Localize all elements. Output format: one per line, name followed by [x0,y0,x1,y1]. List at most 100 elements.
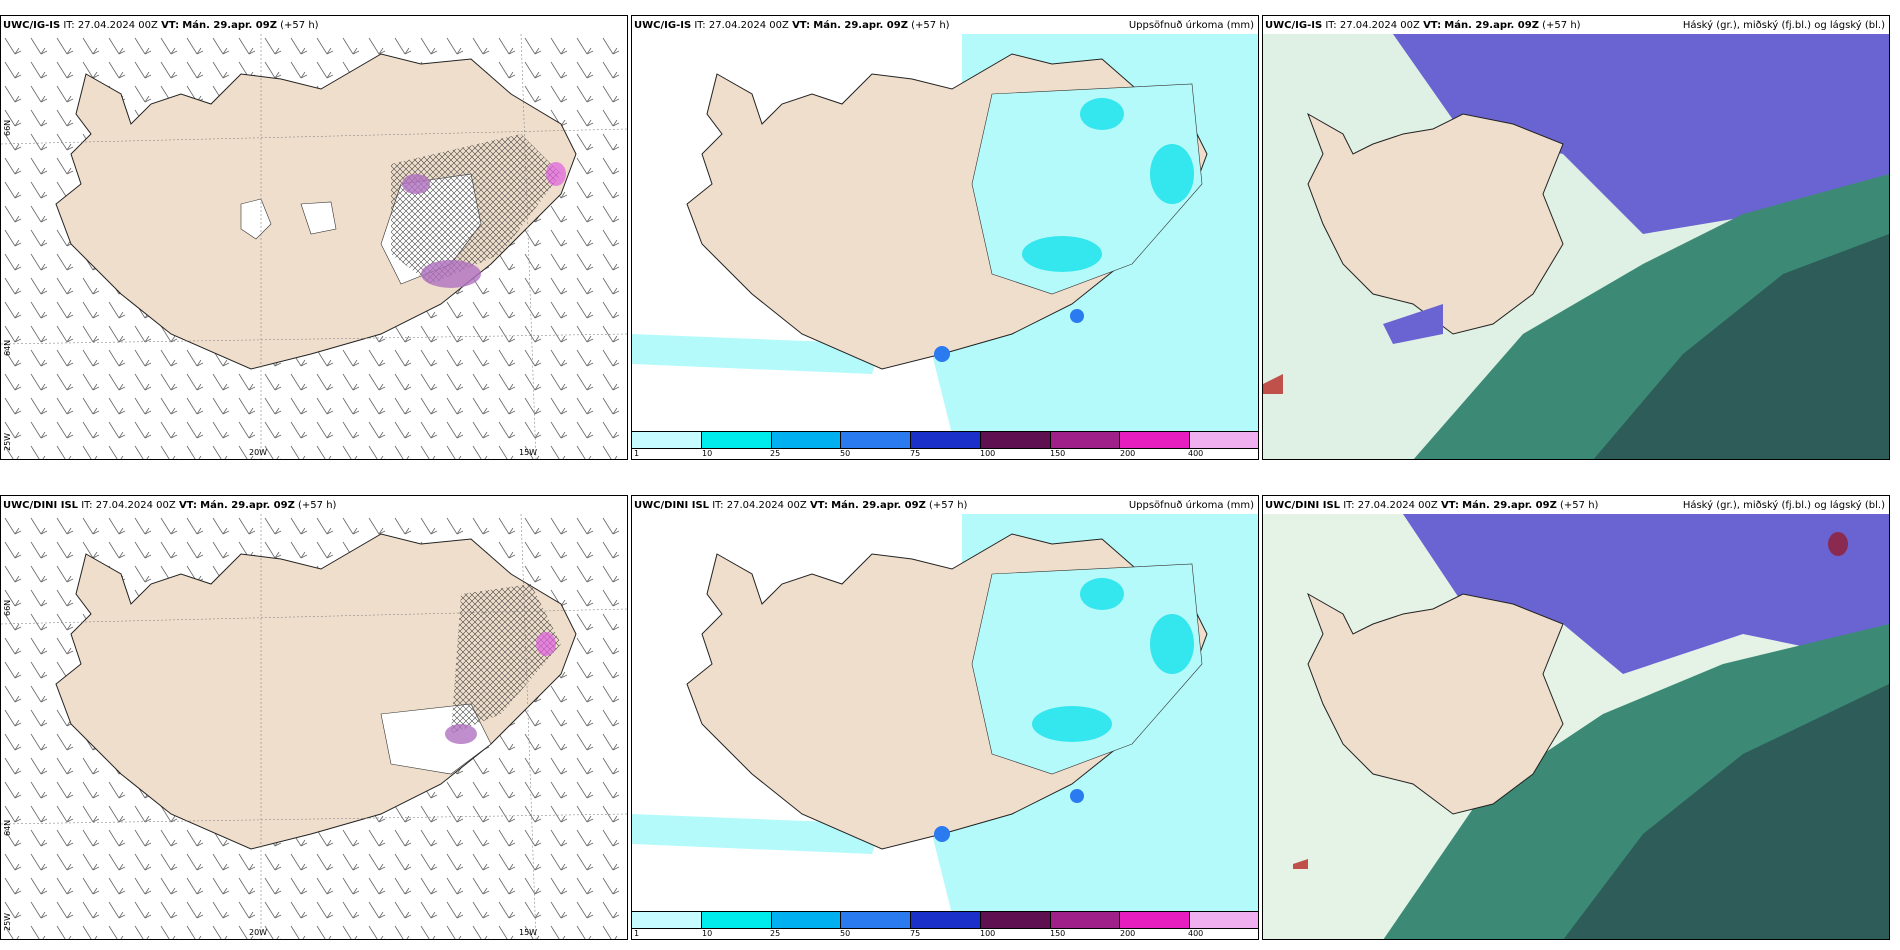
cloud-title: Háský (gr.), miðský (fj.bl.) og lágský (… [1682,20,1885,31]
colorbar-label: 400 [1188,929,1204,938]
colorbar [632,431,1258,449]
colorbar-label: 25 [770,449,781,458]
panel-header: UWC/IG-IS IT: 27.04.2024 00Z VT: Mán. 29… [3,19,623,33]
lat-label: 66N [3,599,12,616]
lat-label: 66N [3,119,12,136]
colorbar-label: 200 [1120,929,1136,938]
valid-time: Mán. 29.apr. 09Z [1462,500,1557,511]
colorbar-label: 150 [1050,929,1066,938]
colorbar-label: 10 [702,929,713,938]
lead-time: (+57 h) [929,500,968,511]
model-name: UWC/IG-IS [634,20,692,31]
precip-map-svg [632,514,1258,914]
valid-time-label: VT: [792,20,811,31]
cloud-low [1593,234,1889,459]
precip-map [632,34,1258,434]
panel-wind-row1: UWC/IG-IS IT: 27.04.2024 00Z VT: Mán. 29… [0,15,628,460]
colorbar-label: 75 [910,929,921,938]
panel-wind-row2: UWC/DINI ISL IT: 27.04.2024 00Z VT: Mán.… [0,495,628,940]
colorbar-label: 100 [980,449,996,458]
precip-title: Uppsöfnuð úrkoma (mm) [1128,20,1254,31]
colorbar-labels: 1 10 25 50 75 100 150 200 400 [632,929,1258,939]
cloud-map-svg [1263,514,1889,939]
panel-cloud-row2: UWC/DINI ISL IT: 27.04.2024 00Z VT: Mán.… [1262,495,1890,940]
init-time: IT: 27.04.2024 00Z [712,500,807,511]
precip-map [632,514,1258,914]
valid-time-label: VT: [161,20,180,31]
cloud-map-svg [1263,34,1889,459]
lon-label: 15W [519,928,538,937]
cloud-high [1403,514,1889,674]
lat-label: 64N [3,819,12,836]
valid-time: Mán. 29.apr. 09Z [831,500,926,511]
valid-time-label: VT: [1440,500,1459,511]
panel-header: UWC/IG-IS IT: 27.04.2024 00Z VT: Mán. 29… [1265,19,1885,33]
wind-map [1,34,627,459]
cloud-high [1393,34,1889,234]
init-time: IT: 27.04.2024 00Z [81,500,176,511]
lon-label: 20W [249,928,268,937]
colorbar-label: 25 [770,929,781,938]
model-name: UWC/DINI ISL [3,500,79,511]
init-time: IT: 27.04.2024 00Z [63,20,158,31]
snow-area [445,724,477,744]
panel-cloud-row1: UWC/IG-IS IT: 27.04.2024 00Z VT: Mán. 29… [1262,15,1890,460]
panel-header: UWC/IG-IS IT: 27.04.2024 00Z VT: Mán. 29… [634,19,1254,33]
colorbar-label: 50 [840,449,851,458]
iceland-land [1307,112,1564,335]
lon-label: 25W [3,432,12,451]
valid-time-label: VT: [178,500,197,511]
colorbar-label: 50 [840,929,851,938]
lon-label: 20W [249,448,268,457]
colorbar-label: 75 [910,449,921,458]
wind-map-svg [1,514,627,939]
valid-time: Mán. 29.apr. 09Z [200,500,295,511]
panel-header: UWC/DINI ISL IT: 27.04.2024 00Z VT: Mán.… [3,499,623,513]
model-name: UWC/DINI ISL [634,500,710,511]
lat-label: 64N [3,339,12,356]
lead-time: (+57 h) [1560,500,1599,511]
valid-time: Mán. 29.apr. 09Z [813,20,908,31]
colorbar [632,911,1258,929]
init-time: IT: 27.04.2024 00Z [1325,20,1420,31]
colorbar-label: 100 [980,929,996,938]
wind-map-svg [1,34,627,459]
precip-title: Uppsöfnuð úrkoma (mm) [1128,500,1254,511]
panel-header: UWC/DINI ISL IT: 27.04.2024 00Z VT: Mán.… [634,499,1254,513]
cloud-map [1263,34,1889,459]
snow-area [421,260,481,288]
valid-time-label: VT: [1423,20,1442,31]
colorbar-label: 200 [1120,449,1136,458]
panel-precip-row1: UWC/IG-IS IT: 27.04.2024 00Z VT: Mán. 29… [631,15,1259,460]
lead-time: (+57 h) [1542,20,1581,31]
lon-label: 15W [519,448,538,457]
colorbar-label: 150 [1050,449,1066,458]
cloud-low [1563,684,1889,939]
model-name: UWC/DINI ISL [1265,500,1341,511]
wind-map [1,514,627,939]
valid-time-label: VT: [809,500,828,511]
colorbar-label: 1 [634,449,640,458]
snow-hatch [451,584,561,734]
valid-time: Mán. 29.apr. 09Z [182,20,277,31]
init-time: IT: 27.04.2024 00Z [1343,500,1438,511]
valid-time: Mán. 29.apr. 09Z [1444,20,1539,31]
snow-hatch [391,134,561,284]
cloud-title: Háský (gr.), miðský (fj.bl.) og lágský (… [1682,500,1885,511]
iceland-land [1307,592,1564,815]
colorbar-labels: 1 10 25 50 75 100 150 200 400 [632,449,1258,459]
init-time: IT: 27.04.2024 00Z [694,20,789,31]
lead-time: (+57 h) [298,500,337,511]
model-name: UWC/IG-IS [1265,20,1323,31]
panel-header: UWC/DINI ISL IT: 27.04.2024 00Z VT: Mán.… [1265,499,1885,513]
colorbar-label: 10 [702,449,713,458]
lead-time: (+57 h) [911,20,950,31]
colorbar-label: 1 [634,929,640,938]
lon-label: 25W [3,912,12,931]
model-name: UWC/IG-IS [3,20,61,31]
lead-time: (+57 h) [280,20,319,31]
colorbar-label: 400 [1188,449,1204,458]
panel-precip-row2: UWC/DINI ISL IT: 27.04.2024 00Z VT: Mán.… [631,495,1259,940]
precip-map-svg [632,34,1258,434]
cloud-map [1263,514,1889,939]
